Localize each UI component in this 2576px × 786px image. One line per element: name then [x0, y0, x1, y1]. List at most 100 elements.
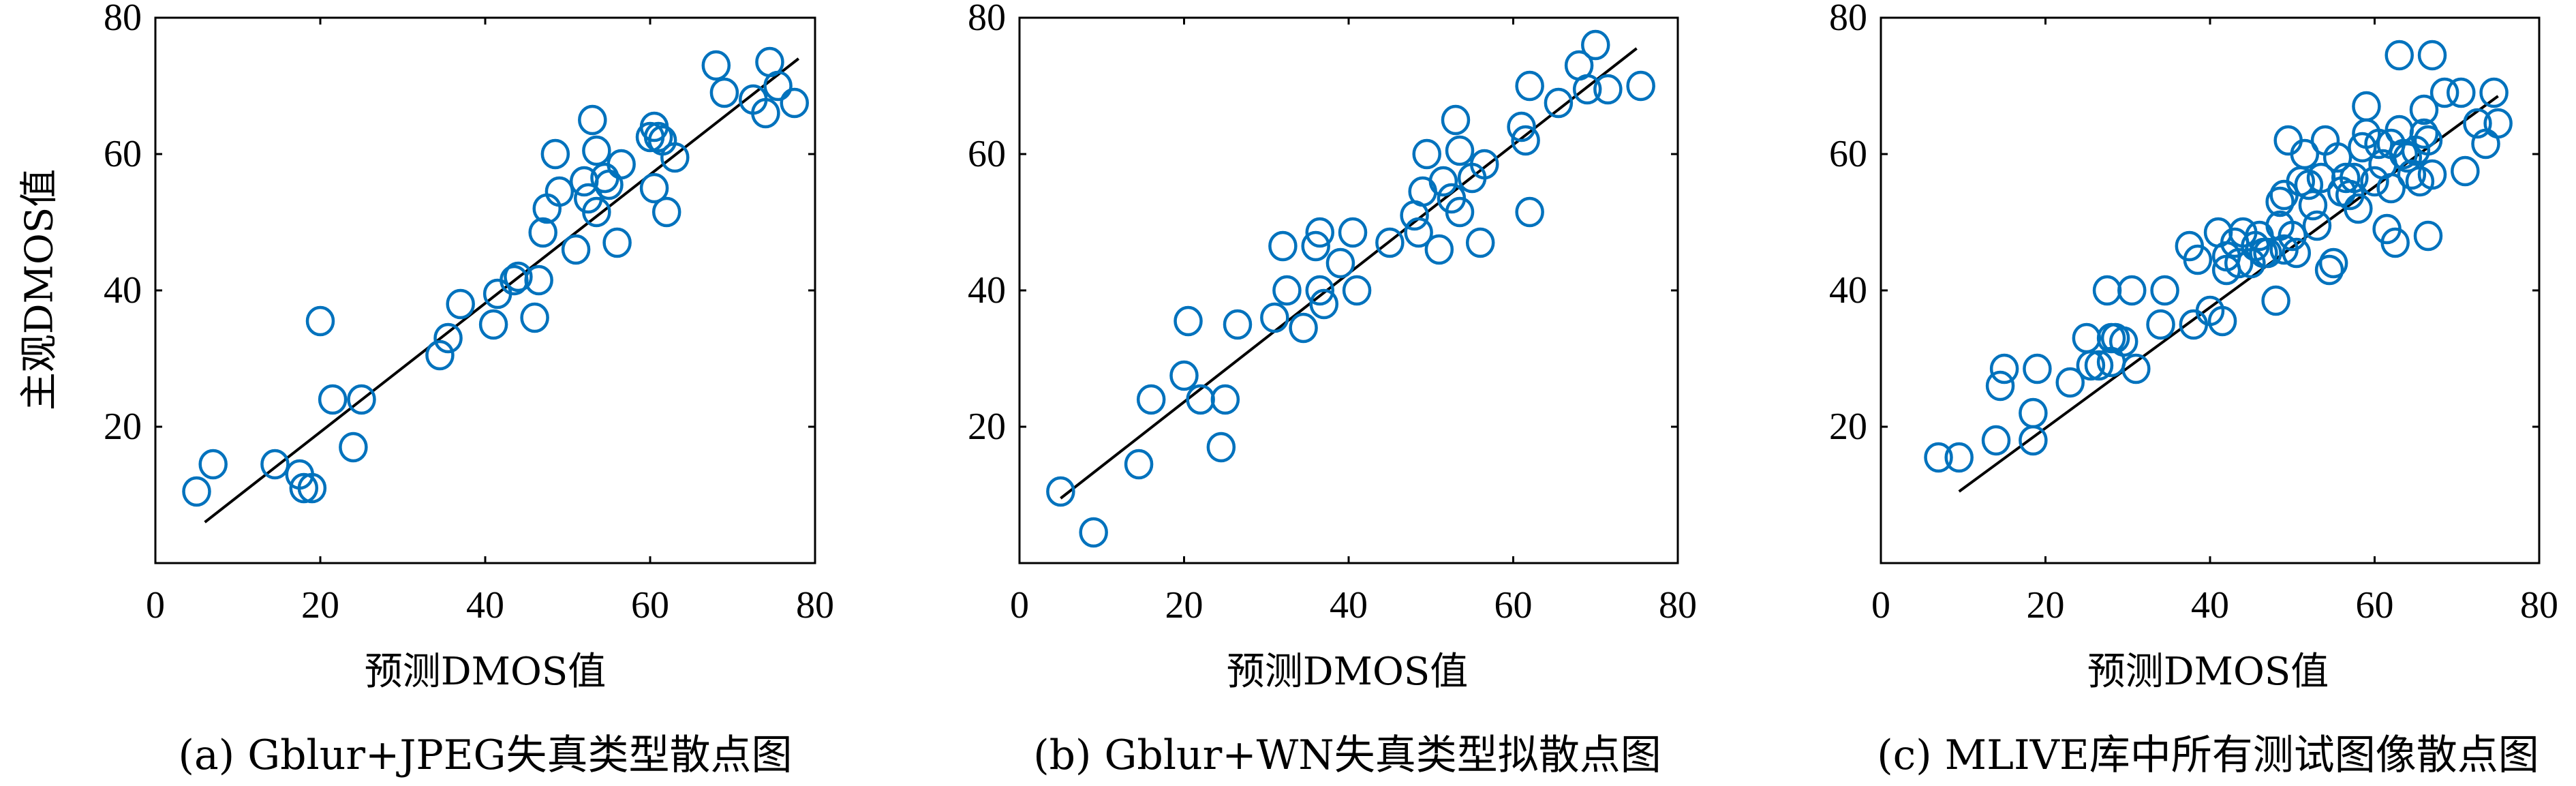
data-point	[2348, 132, 2377, 163]
x-tick-label: 40	[1330, 584, 1368, 626]
data-point	[2360, 166, 2389, 197]
data-point	[2463, 108, 2492, 139]
data-point	[347, 384, 376, 415]
data-point	[2269, 179, 2299, 211]
y-tick-label: 60	[1829, 133, 1867, 175]
data-point	[2409, 118, 2439, 149]
data-point	[2389, 138, 2419, 170]
y-tick-label: 60	[968, 133, 1006, 175]
data-point	[1981, 425, 2011, 456]
y-tick-label: 20	[1829, 406, 1867, 448]
data-point	[1124, 449, 1154, 480]
data-point	[582, 196, 611, 228]
y-tick-label: 60	[104, 133, 142, 175]
data-point	[2340, 162, 2369, 194]
data-point	[1445, 135, 1475, 166]
data-point	[701, 50, 731, 81]
data-point	[2290, 138, 2320, 170]
data-point	[2302, 210, 2332, 241]
data-point	[2413, 125, 2443, 156]
data-point	[2344, 193, 2373, 224]
y-tick-label: 80	[968, 0, 1006, 39]
data-point	[2072, 322, 2102, 354]
data-point	[339, 432, 368, 463]
data-point	[2364, 128, 2393, 160]
y-tick-label: 40	[104, 269, 142, 312]
y-tick-label: 20	[968, 406, 1006, 448]
data-point	[2253, 237, 2282, 269]
y-tick-label: 80	[1829, 0, 1867, 39]
data-point	[2483, 108, 2513, 139]
data-point	[528, 217, 557, 248]
data-point	[1375, 227, 1405, 258]
x-tick-label: 20	[1165, 584, 1203, 626]
data-point	[2352, 91, 2381, 122]
data-point	[2121, 353, 2151, 384]
data-point	[1626, 70, 1655, 102]
x-tick-label: 60	[1494, 584, 1533, 626]
data-point	[1169, 360, 1199, 391]
caption-a: (a) Gblur+JPEG失真类型散点图	[179, 731, 793, 779]
data-point	[1445, 196, 1475, 228]
x-tick-label: 80	[2520, 584, 2558, 626]
data-point	[651, 196, 681, 228]
data-point	[2117, 275, 2147, 306]
data-point	[2451, 155, 2480, 187]
x-axis-label-a: 预测DMOS值	[365, 650, 607, 694]
data-point	[1206, 432, 1236, 463]
data-point	[1412, 138, 1441, 170]
data-point	[1544, 87, 1574, 119]
data-point	[2376, 172, 2406, 204]
data-point	[289, 472, 319, 504]
data-point	[2385, 40, 2414, 71]
data-point	[2318, 247, 2348, 279]
data-point	[1272, 275, 1302, 306]
scatter-panel-b: 0 20 40 60 80 20 40 60 80	[968, 0, 1697, 626]
data-point	[1515, 196, 1544, 228]
data-point	[1260, 302, 1289, 333]
data-point	[2282, 237, 2312, 269]
data-point	[2278, 220, 2307, 252]
data-point	[709, 77, 739, 108]
x-tick-label: 40	[466, 584, 504, 626]
data-point	[540, 138, 570, 170]
data-point	[2479, 77, 2509, 108]
data-point	[1985, 370, 2015, 402]
data-point	[504, 261, 533, 292]
data-point	[1404, 217, 1433, 248]
caption-c: (c) MLIVE库中所有测试图像散点图	[1877, 731, 2539, 779]
data-point	[2409, 94, 2439, 125]
data-point	[561, 234, 591, 265]
x-tick-label: 20	[2027, 584, 2065, 626]
data-point	[2413, 220, 2443, 252]
data-point	[1079, 517, 1108, 548]
x-tick-label: 0	[146, 584, 165, 626]
data-point	[2261, 285, 2290, 316]
y-tick-label: 40	[968, 269, 1006, 312]
data-point	[1593, 74, 1623, 105]
data-point	[1268, 230, 1298, 262]
data-point	[2314, 254, 2344, 286]
data-point	[1305, 275, 1334, 306]
data-point	[2397, 159, 2427, 190]
data-point	[1210, 384, 1240, 415]
data-point	[2322, 142, 2352, 173]
data-point	[425, 339, 455, 371]
x-tick-label: 80	[796, 584, 834, 626]
y-tick-label: 20	[104, 406, 142, 448]
data-point	[2417, 159, 2447, 190]
data-point	[2084, 350, 2114, 381]
data-point	[1944, 442, 1974, 473]
y-tick-label: 40	[1829, 269, 1867, 312]
data-point	[639, 172, 669, 204]
data-point	[545, 176, 574, 207]
data-point	[198, 449, 228, 480]
data-point	[2429, 77, 2459, 108]
data-point	[1428, 166, 1458, 197]
data-point	[2331, 162, 2361, 194]
data-point	[1338, 217, 1368, 248]
data-point	[582, 135, 611, 166]
data-point	[478, 309, 508, 340]
data-point	[602, 227, 632, 258]
